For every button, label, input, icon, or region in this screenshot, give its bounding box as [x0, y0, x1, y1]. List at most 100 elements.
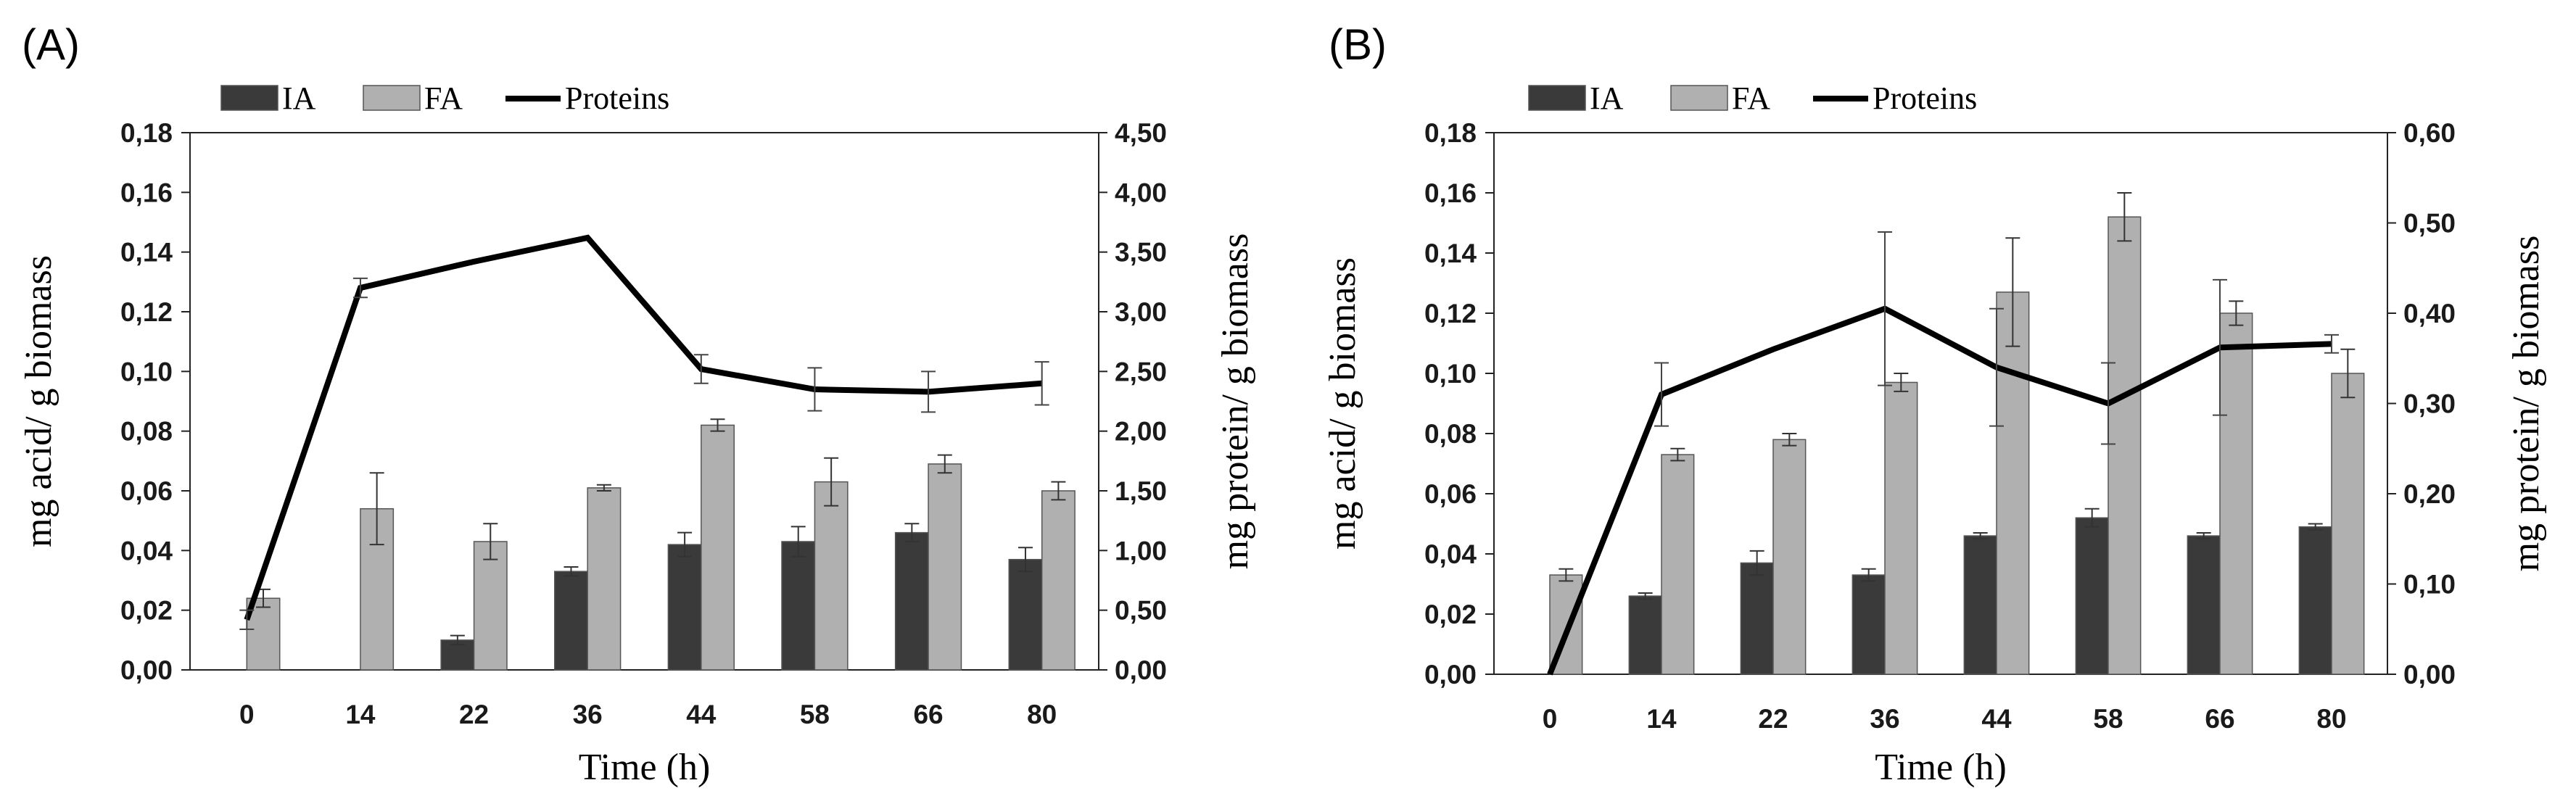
y-tick-label: 0,12 — [1424, 299, 1477, 328]
y2-tick-label: 0,60 — [2403, 118, 2456, 148]
y2-tick-label: 2,50 — [1115, 357, 1167, 386]
x-tick-label: 66 — [913, 700, 943, 729]
x-tick-label: 58 — [800, 700, 830, 729]
bar-ia-80 — [2298, 526, 2332, 675]
legend-swatch-fa — [1670, 85, 1728, 111]
y2-tick-label: 3,00 — [1115, 297, 1167, 327]
y-tick-label: 0,14 — [120, 238, 173, 268]
y2-tick-label: 1,00 — [1115, 536, 1167, 566]
bar-ia-80 — [1008, 558, 1043, 671]
y-tick-label: 0,10 — [1424, 359, 1477, 389]
legend-label-proteins: Proteins — [565, 80, 669, 116]
bar-ia-36 — [1852, 574, 1886, 675]
bar-ia-66 — [2187, 535, 2221, 675]
y-tick-label: 0,18 — [120, 118, 173, 148]
bar-ia-22 — [1740, 562, 1774, 675]
x-tick-label: 22 — [459, 700, 489, 729]
x-tick-label: 44 — [1981, 704, 2012, 734]
bar-ia-36 — [554, 571, 588, 671]
y-tick-label: 0,10 — [120, 357, 173, 386]
y-tick-label: 0,02 — [120, 596, 173, 626]
y2-tick-label: 0,00 — [1115, 655, 1167, 685]
y2-tick-label: 2,00 — [1115, 417, 1167, 447]
y-tick-label: 0,06 — [120, 476, 173, 506]
x-tick-label: 80 — [1027, 700, 1057, 729]
x-axis-label: Time (h) — [579, 747, 711, 788]
x-tick-label: 44 — [686, 700, 717, 729]
bar-ia-66 — [894, 531, 929, 671]
bar-fa-44 — [701, 424, 735, 671]
bar-fa-22 — [473, 541, 508, 671]
proteins-line — [1547, 305, 2332, 676]
x-tick-label: 14 — [345, 700, 376, 729]
y-tick-label: 0,00 — [120, 655, 173, 685]
bar-ia-44 — [667, 544, 702, 671]
bar-ia-44 — [1963, 535, 1997, 675]
y-tick-label: 0,06 — [1424, 479, 1477, 509]
legend-label-proteins: Proteins — [1873, 80, 1977, 116]
y-tick-label: 0,02 — [1424, 600, 1477, 629]
y2-axis-label: mg protein/ g biomass — [2506, 236, 2547, 572]
x-tick-label: 0 — [1543, 704, 1558, 734]
bar-ia-14 — [1628, 595, 1662, 675]
y-tick-label: 0,14 — [1424, 239, 1477, 268]
x-tick-label: 36 — [1870, 704, 1899, 734]
y2-tick-label: 0,40 — [2403, 299, 2456, 328]
bar-fa-22 — [1772, 439, 1807, 675]
y-tick-label: 0,16 — [120, 178, 173, 207]
y2-tick-label: 0,50 — [1115, 596, 1167, 626]
legend-label-ia: IA — [1590, 80, 1624, 116]
bar-fa-36 — [1884, 381, 1918, 675]
bar-fa-36 — [587, 487, 622, 671]
y2-tick-label: 0,10 — [2403, 570, 2456, 600]
y2-tick-label: 0,00 — [2403, 660, 2456, 689]
y-tick-label: 0,08 — [120, 417, 173, 447]
panel-label: (A) — [22, 20, 80, 69]
x-tick-label: 36 — [573, 700, 603, 729]
y-axis-label: mg acid/ g biomass — [1322, 257, 1363, 550]
x-tick-label: 22 — [1758, 704, 1788, 734]
x-axis-label: Time (h) — [1875, 747, 2007, 788]
bar-fa-44 — [1996, 291, 2030, 675]
y2-tick-label: 0,50 — [2403, 209, 2456, 239]
y2-axis-label: mg protein/ g biomass — [1215, 233, 1256, 570]
x-tick-label: 66 — [2205, 704, 2234, 734]
y-tick-label: 0,12 — [120, 297, 173, 327]
bar-ia-58 — [781, 541, 816, 671]
y-tick-label: 0,00 — [1424, 660, 1477, 689]
y2-tick-label: 3,50 — [1115, 238, 1167, 268]
legend-label-fa: FA — [424, 80, 463, 116]
bar-fa-80 — [1041, 490, 1076, 671]
y-tick-label: 0,08 — [1424, 419, 1477, 449]
y-tick-label: 0,04 — [1424, 539, 1477, 569]
x-tick-label: 80 — [2316, 704, 2346, 734]
x-tick-label: 14 — [1646, 704, 1677, 734]
x-tick-label: 58 — [2093, 704, 2123, 734]
plot-frame — [1493, 132, 2388, 675]
legend-label-fa: FA — [1732, 80, 1770, 116]
proteins-line — [244, 234, 1042, 621]
y2-tick-label: 1,50 — [1115, 476, 1167, 506]
legend-swatch-fa — [363, 85, 421, 111]
y2-tick-label: 0,20 — [2403, 479, 2456, 509]
y2-tick-label: 4,00 — [1115, 178, 1167, 207]
bar-fa-0 — [246, 597, 281, 671]
bar-fa-66 — [2219, 312, 2253, 675]
y-tick-label: 0,18 — [1424, 118, 1477, 148]
x-tick-label: 0 — [239, 700, 255, 729]
legend-label-ia: IA — [282, 80, 316, 116]
bar-fa-80 — [2331, 373, 2365, 675]
bar-ia-58 — [2075, 517, 2109, 675]
y-tick-label: 0,04 — [120, 536, 173, 566]
bar-fa-66 — [928, 463, 962, 671]
y-axis-label: mg acid/ g biomass — [18, 255, 59, 547]
plot-frame — [189, 132, 1099, 671]
y-tick-label: 0,16 — [1424, 178, 1477, 208]
bar-fa-58 — [2108, 216, 2142, 675]
legend-swatch-ia — [1528, 85, 1586, 111]
panel-label: (B) — [1329, 20, 1387, 69]
y2-tick-label: 4,50 — [1115, 118, 1167, 148]
legend-swatch-ia — [220, 85, 278, 111]
y2-tick-label: 0,30 — [2403, 389, 2456, 419]
